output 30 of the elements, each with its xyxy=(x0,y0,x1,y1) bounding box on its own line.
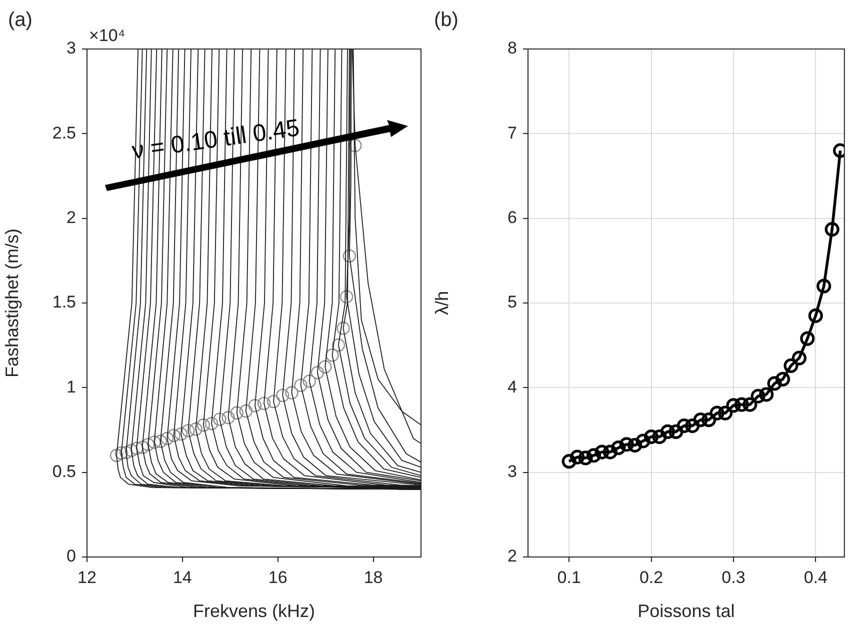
y-tick-label: 1 xyxy=(66,377,76,396)
y-tick-label: 3 xyxy=(66,38,76,58)
x-tick-label: 14 xyxy=(172,568,192,587)
x-axis-title: Frekvens (kHz) xyxy=(192,601,316,622)
y-tick-label: 5 xyxy=(508,292,517,312)
y-tick-label: 3 xyxy=(508,462,517,482)
y-tick-label: 1.5 xyxy=(52,292,76,312)
y-axis-title: Fashastighet (m/s) xyxy=(2,228,22,378)
y-tick-label: 0 xyxy=(66,546,76,566)
y-axis-title: λ/h xyxy=(432,290,452,316)
x-tick-label: 12 xyxy=(78,568,96,587)
y-tick-label: 2 xyxy=(508,546,517,566)
x-tick-label: 0.2 xyxy=(639,568,664,587)
y-tick-label: 4 xyxy=(508,377,517,396)
x-tick-label: 0.1 xyxy=(557,568,581,587)
x-tick-label: 16 xyxy=(268,568,288,587)
x-tick-label: 0.4 xyxy=(804,568,828,587)
y-tick-label: 7 xyxy=(508,123,517,142)
x-tick-label: 18 xyxy=(364,568,383,587)
text: ×10⁴ xyxy=(89,26,126,45)
chart-title: (b) xyxy=(434,9,458,31)
y-tick-label: 8 xyxy=(508,38,517,58)
y-tick-label: 0.5 xyxy=(52,462,76,482)
x-axis-title: Poissons tal xyxy=(638,601,735,622)
y-tick-label: 6 xyxy=(508,208,517,228)
chart-title: (a) xyxy=(8,9,32,31)
x-tick-label: 0.3 xyxy=(722,568,746,587)
y-tick-label: 2.5 xyxy=(52,123,76,142)
annotation: ν = 0.10 till 0.45 xyxy=(130,114,302,165)
y-tick-label: 2 xyxy=(66,208,76,228)
